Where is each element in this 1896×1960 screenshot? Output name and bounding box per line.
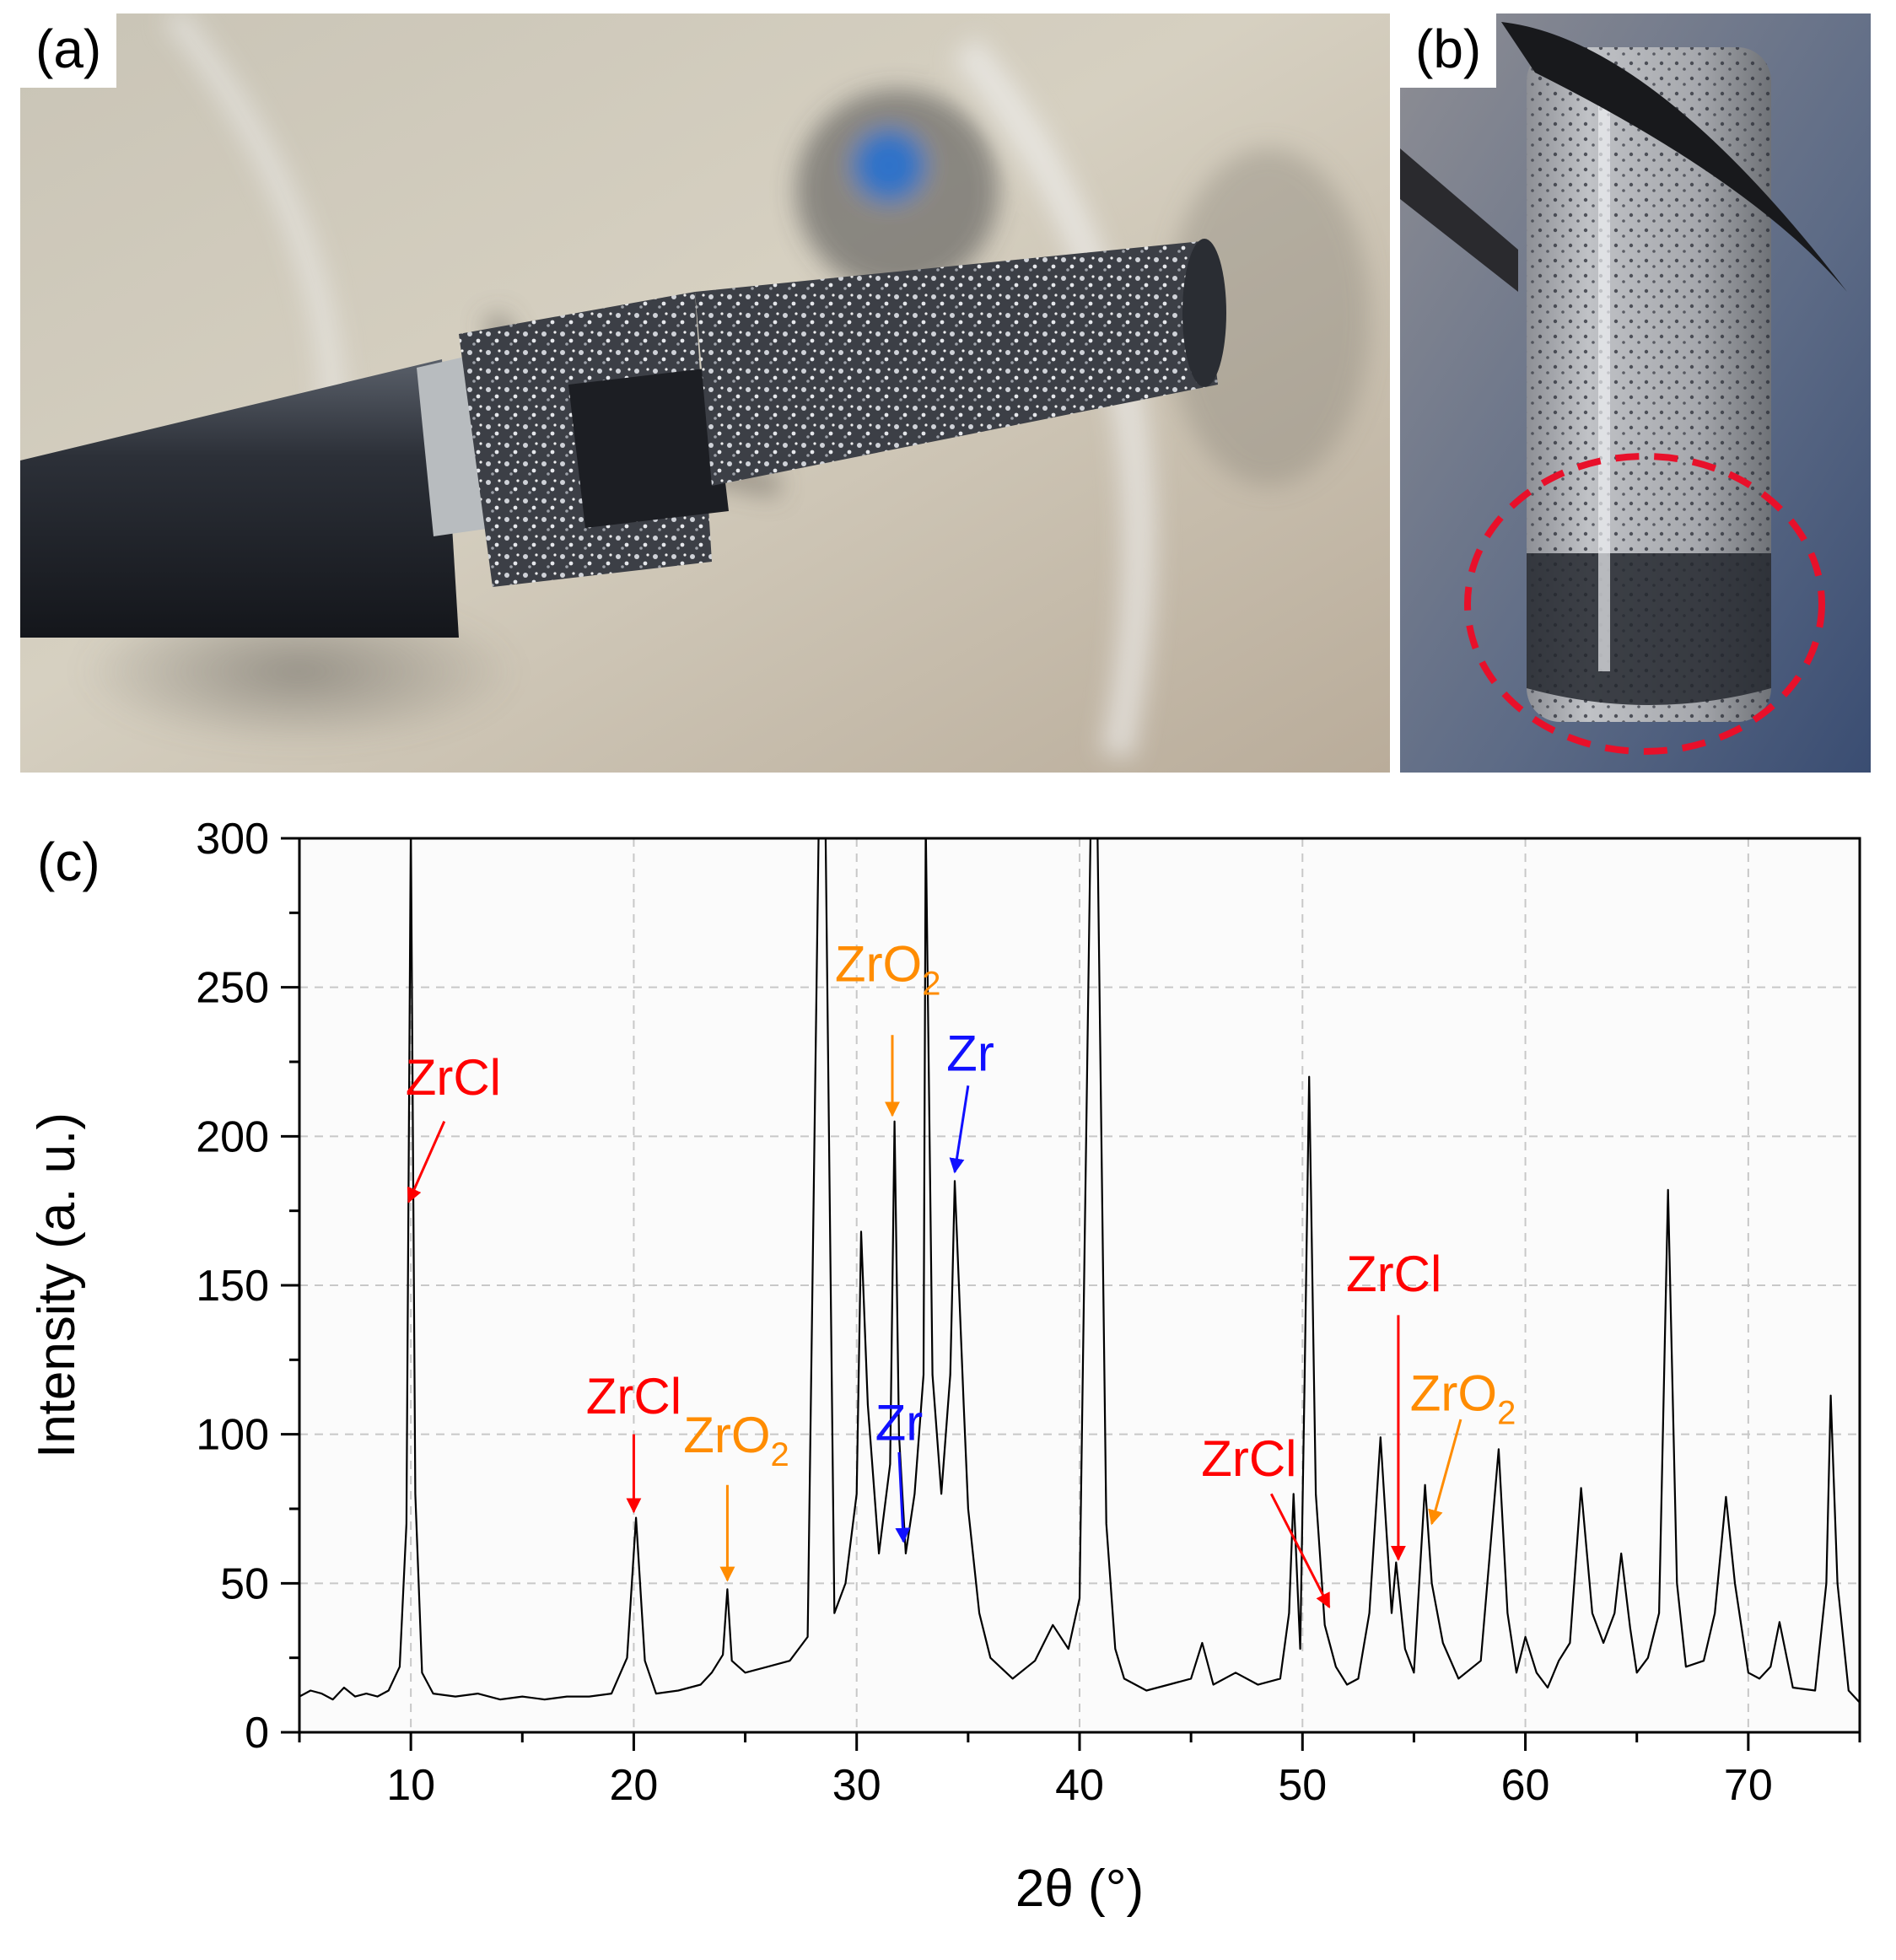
y-tick-label: 200: [196, 1112, 269, 1161]
annotation-label: ZrCl: [1346, 1246, 1441, 1302]
y-tick-label: 150: [196, 1262, 269, 1311]
grid-lines: [299, 838, 1860, 1732]
panel-label-c: (c): [37, 832, 100, 892]
x-tick-label: 40: [1055, 1761, 1104, 1810]
annotation-arrow: [1428, 1419, 1462, 1526]
x-tick-label: 10: [386, 1761, 435, 1810]
annotation-subscript: 2: [771, 1436, 789, 1473]
photo-panel-b: (b): [1400, 13, 1871, 773]
y-tick-label: 250: [196, 964, 269, 1013]
x-tick-label: 50: [1278, 1761, 1327, 1810]
annotation-label: ZrCl: [1201, 1430, 1296, 1487]
x-axis: 10 20 30 40 50 60 70: [298, 1732, 1861, 1810]
y-axis-label: Intensity (a. u.): [28, 1112, 86, 1458]
photo-a-image: [20, 13, 1390, 773]
annotation-label: ZrCl: [406, 1049, 501, 1106]
annotation-subscript: 2: [922, 966, 940, 1003]
annotation-arrow: [407, 1121, 446, 1203]
x-axis-label: 2θ (°): [1015, 1860, 1144, 1918]
y-tick-label: 0: [245, 1709, 269, 1758]
xrd-trace: [299, 838, 1860, 1704]
annotation-label: ZrCl: [586, 1368, 681, 1424]
annotation-label: Zr: [946, 1026, 994, 1082]
annotation-subscript: 2: [1497, 1394, 1516, 1431]
annotation-label: Zr: [875, 1395, 924, 1451]
y-tick-label: 50: [220, 1559, 269, 1608]
annotation-arrow: [949, 1085, 970, 1174]
panel-label-b: (b): [1400, 13, 1497, 88]
y-tick-label: 300: [196, 815, 269, 864]
annotation-arrow: [895, 1451, 911, 1543]
xrd-chart: 10 20 30 40 50 60 70 0 50 100 150 200 250 300 ZrCl Zr…: [28, 815, 1861, 1918]
x-tick-label: 70: [1724, 1761, 1773, 1810]
photo-b-image: [1400, 13, 1871, 773]
x-tick-label: 30: [832, 1761, 881, 1810]
panel-label-a: (a): [20, 13, 117, 88]
x-tick-label: 20: [610, 1761, 659, 1810]
y-tick-label: 100: [196, 1411, 269, 1460]
x-tick-label: 60: [1501, 1761, 1550, 1810]
photo-panel-a: (a): [20, 13, 1390, 773]
y-axis: 0 50 100 150 200 250 300: [196, 815, 299, 1758]
annotation-arrow: [1269, 1493, 1331, 1609]
